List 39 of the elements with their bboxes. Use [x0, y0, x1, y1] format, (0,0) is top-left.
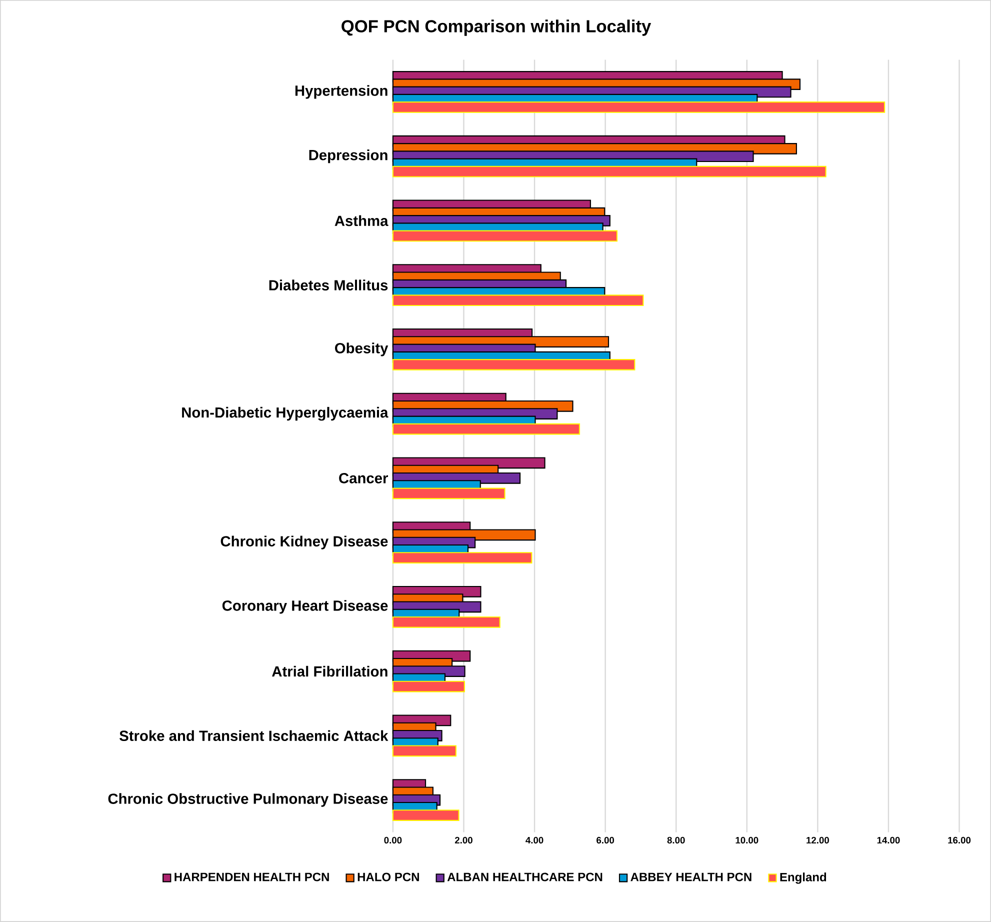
- chart-title: QOF PCN Comparison within Locality: [342, 20, 652, 36]
- x-tick-label: 8.00: [667, 836, 685, 844]
- y-tick-label: Obesity: [335, 342, 388, 356]
- legend-label: HALO PCN: [358, 872, 419, 882]
- bar: [392, 230, 618, 242]
- x-tick-label: 16.00: [948, 836, 971, 844]
- y-tick-label: Chronic Kidney Disease: [220, 536, 388, 550]
- bar: [392, 359, 636, 370]
- y-tick-label: Asthma: [334, 215, 388, 226]
- x-tick-label: 14.00: [877, 836, 900, 844]
- bar: [392, 423, 580, 435]
- x-tick-label: 10.00: [736, 836, 758, 844]
- bar: [392, 166, 826, 178]
- bar: [392, 294, 644, 306]
- y-tick-label: Chronic Obstructive Pulmonary Disease: [108, 793, 388, 807]
- y-tick-label: Atrial Fibrillation: [272, 666, 388, 677]
- bar: [392, 102, 886, 113]
- bar: [392, 616, 500, 628]
- y-tick-label: Coronary Heart Disease: [222, 600, 388, 614]
- legend-label: ALBAN HEALTHCARE PCN: [447, 872, 602, 882]
- x-tick-label: 0.00: [384, 836, 402, 844]
- bar: [392, 810, 460, 821]
- x-tick-label: 2.00: [454, 836, 472, 844]
- x-tick-label: 4.00: [526, 836, 544, 844]
- y-tick-label: Cancer: [339, 473, 388, 484]
- y-tick-label: Hypertension: [295, 85, 388, 99]
- bar: [392, 488, 506, 500]
- y-tick-label: Stroke and Transient Ischaemic Attack: [120, 730, 388, 742]
- legend-label: HARPENDEN HEALTH PCN: [174, 872, 329, 882]
- legend-label: ABBEY HEALTH PCN: [630, 872, 752, 882]
- y-tick-label: Diabetes Mellitus: [269, 280, 388, 290]
- x-tick-label: 12.00: [806, 836, 829, 844]
- y-tick-label: Non-Diabetic Hyperglycaemia: [182, 406, 388, 421]
- bar: [392, 680, 465, 692]
- bar: [392, 552, 532, 564]
- y-tick-label: Depression: [309, 150, 388, 164]
- legend-label: England: [780, 872, 826, 884]
- bar: [392, 745, 456, 757]
- x-tick-label: 6.00: [596, 836, 614, 844]
